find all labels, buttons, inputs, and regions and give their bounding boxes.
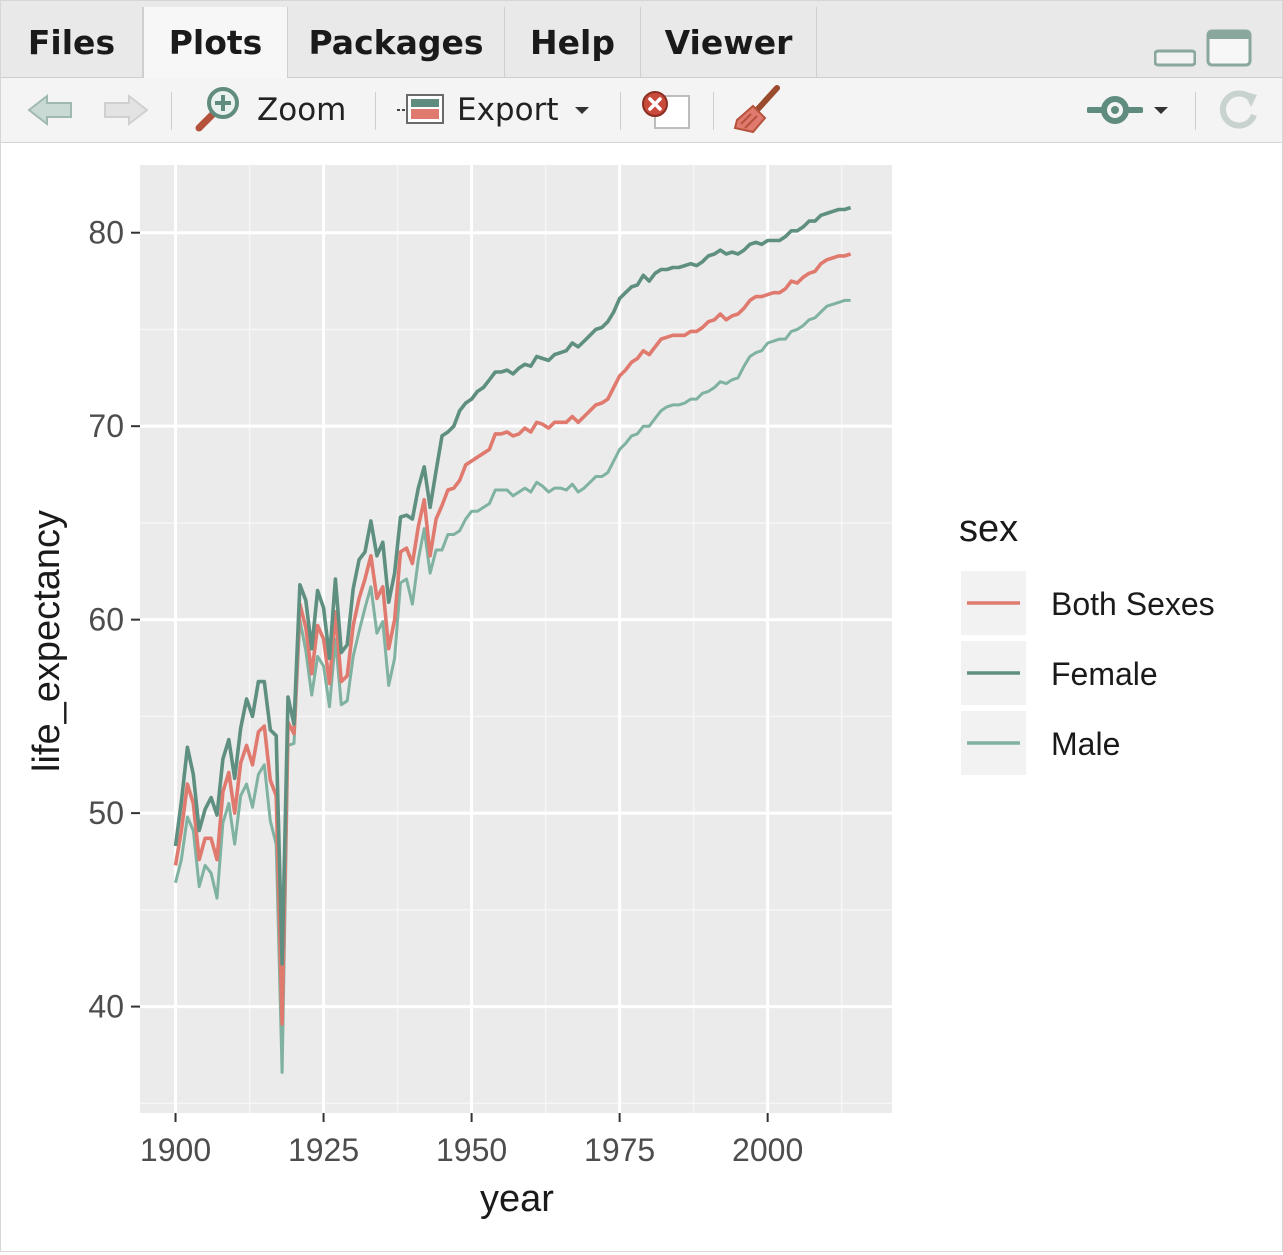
y-tick-label: 50 — [88, 795, 124, 831]
remove-plot-button[interactable] — [637, 78, 693, 142]
legend-item: Male — [961, 711, 1120, 775]
plot-panel — [140, 165, 892, 1113]
toolbar-separator — [375, 92, 376, 130]
broom-icon — [733, 85, 780, 134]
series-line-female — [173, 205, 852, 966]
export-button[interactable]: Export — [395, 78, 594, 142]
tab-packages[interactable]: Packages — [288, 7, 505, 77]
forward-button[interactable] — [101, 78, 151, 142]
x-tick-label: 1975 — [584, 1132, 655, 1168]
chevron-down-icon — [575, 107, 590, 114]
tab-help[interactable]: Help — [505, 7, 641, 77]
pane-tab-bar: Files Plots Packages Help Viewer — [1, 1, 1282, 78]
zoom-button[interactable]: Zoom — [191, 78, 346, 142]
plots-toolbar: Zoom Export — [1, 78, 1282, 143]
tab-help-label: Help — [530, 22, 615, 62]
export-label: Export — [457, 92, 559, 128]
legend-item: Female — [961, 641, 1158, 705]
y-tick-label: 70 — [88, 408, 124, 444]
x-tick-label: 1925 — [288, 1132, 359, 1168]
chevron-down-icon — [1154, 107, 1168, 114]
maximize-icon[interactable] — [1206, 29, 1252, 67]
toolbar-separator — [620, 92, 621, 130]
export-image-icon — [397, 94, 444, 124]
tab-plots[interactable]: Plots — [143, 7, 288, 78]
publish-button[interactable] — [1087, 78, 1173, 142]
clear-all-plots-button[interactable] — [731, 78, 783, 142]
x-tick-label: 1950 — [436, 1132, 507, 1168]
tab-files[interactable]: Files — [1, 7, 143, 77]
toolbar-separator — [713, 92, 714, 130]
tab-viewer[interactable]: Viewer — [641, 7, 817, 77]
window-controls — [1154, 29, 1252, 67]
legend-label: Both Sexes — [1051, 586, 1215, 622]
magnifier-plus-icon — [195, 87, 239, 132]
y-axis-title: life_expectancy — [26, 510, 68, 772]
y-tick-label: 80 — [88, 215, 124, 251]
legend-title: sex — [959, 508, 1018, 550]
y-tick-label: 60 — [88, 602, 124, 638]
arrow-right-icon — [104, 93, 149, 127]
legend: sex Both Sexes Female Male — [959, 508, 1215, 775]
legend-item: Both Sexes — [961, 571, 1215, 635]
minimize-icon[interactable] — [1154, 49, 1196, 67]
tab-plots-label: Plots — [168, 23, 263, 62]
zoom-label: Zoom — [257, 92, 347, 128]
remove-plot-icon — [642, 91, 690, 129]
refresh-icon — [1219, 90, 1257, 129]
tab-viewer-label: Viewer — [664, 22, 793, 62]
tab-packages-label: Packages — [308, 22, 484, 62]
x-tick-label: 2000 — [732, 1132, 803, 1168]
tab-files-label: Files — [27, 22, 116, 62]
publish-icon — [1087, 96, 1143, 124]
legend-label: Female — [1051, 656, 1158, 692]
x-axis-title: year — [480, 1178, 554, 1220]
back-button[interactable] — [25, 78, 75, 142]
plot-canvas: 1900 1925 1950 1975 2000 40 50 60 70 80 year life… — [1, 143, 1282, 1251]
refresh-button[interactable] — [1213, 78, 1263, 142]
x-tick-label: 1900 — [140, 1132, 211, 1168]
legend-label: Male — [1051, 726, 1120, 762]
life-expectancy-chart: 1900 1925 1950 1975 2000 40 50 60 70 80 year life… — [26, 165, 1215, 1220]
arrow-left-icon — [27, 93, 72, 127]
y-tick-label: 40 — [88, 989, 124, 1025]
toolbar-separator — [171, 92, 172, 130]
toolbar-separator — [1195, 92, 1196, 130]
